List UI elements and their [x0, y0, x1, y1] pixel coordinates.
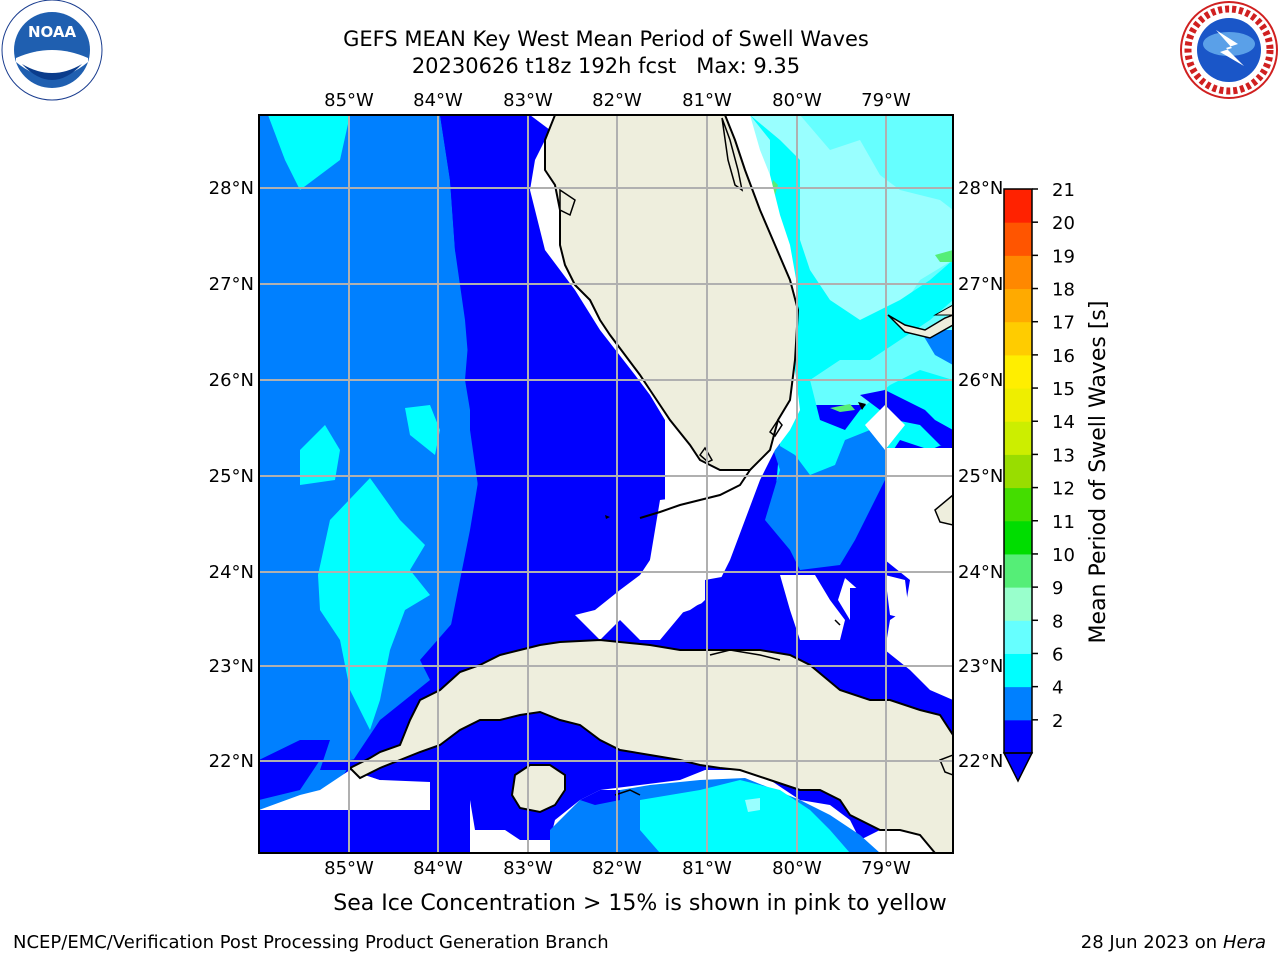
svg-text:79°W: 79°W — [861, 90, 911, 111]
colorbar-frame — [1003, 188, 1033, 754]
colorbar-segment — [1004, 487, 1032, 522]
svg-text:83°W: 83°W — [503, 858, 553, 879]
svg-text:24°N: 24°N — [958, 562, 1003, 583]
colorbar-segment — [1004, 686, 1032, 721]
lat-labels-right: 28°N 27°N 26°N 25°N 24°N 23°N 22°N — [958, 178, 1003, 772]
footer-credit: NCEP/EMC/Verification Post Processing Pr… — [13, 932, 609, 953]
colorbar-tick-label: 9 — [1052, 578, 1063, 599]
svg-text:26°N: 26°N — [209, 370, 254, 391]
svg-text:22°N: 22°N — [209, 751, 254, 772]
colorbar-segment — [1004, 288, 1032, 323]
svg-text:80°W: 80°W — [772, 858, 822, 879]
colorbar-tick-label: 15 — [1052, 379, 1075, 400]
svg-text:85°W: 85°W — [324, 858, 374, 879]
colorbar-segment — [1004, 321, 1032, 356]
svg-text:80°W: 80°W — [772, 90, 822, 111]
colorbar-tick-label: 16 — [1052, 346, 1075, 367]
colorbar-extend-triangle — [1002, 752, 1034, 783]
svg-text:25°N: 25°N — [209, 466, 254, 487]
colorbar-segment — [1004, 421, 1032, 455]
colorbar-segment — [1004, 255, 1032, 290]
svg-text:28°N: 28°N — [958, 178, 1003, 199]
colorbar-tick-label: 4 — [1052, 678, 1063, 699]
colorbar-segment — [1004, 354, 1032, 389]
colorbar-segment — [1004, 653, 1032, 688]
svg-text:85°W: 85°W — [324, 90, 374, 111]
colorbar-tick-label: 20 — [1052, 213, 1075, 234]
svg-text:84°W: 84°W — [413, 90, 463, 111]
colorbar-segment — [1004, 520, 1032, 555]
colorbar-tick-label: 17 — [1052, 313, 1075, 334]
colorbar-tick-label: 6 — [1052, 644, 1063, 665]
svg-text:27°N: 27°N — [958, 274, 1003, 295]
svg-text:26°N: 26°N — [958, 370, 1003, 391]
colorbar: 21 20 19 18 17 16 15 14 13 12 11 10 9 8 6 4 2 — [1002, 180, 1075, 783]
colorbar-tick-label: 12 — [1052, 479, 1075, 500]
colorbar-segment — [1004, 587, 1032, 621]
colorbar-segment — [1004, 388, 1032, 422]
lat-labels-left: 28°N 27°N 26°N 25°N 24°N 23°N 22°N — [209, 178, 254, 772]
chart-title: GEFS MEAN Key West Mean Period of Swell … — [343, 27, 869, 51]
svg-text:82°W: 82°W — [592, 858, 642, 879]
colorbar-tick-label: 21 — [1052, 180, 1075, 201]
svg-text:27°N: 27°N — [209, 274, 254, 295]
colorbar-tick-label: 14 — [1052, 412, 1075, 433]
colorbar-label: Mean Period of Swell Waves [s] — [1086, 301, 1111, 644]
svg-text:22°N: 22°N — [958, 751, 1003, 772]
swell-4-6-west — [259, 115, 480, 810]
footer-machine: Hera — [1222, 932, 1266, 953]
colorbar-tick-label: 18 — [1052, 280, 1075, 301]
colorbar-tick-label: 11 — [1052, 512, 1075, 533]
nws-logo — [1180, 1, 1278, 99]
colorbar-tick-label: 10 — [1052, 545, 1075, 566]
svg-text:83°W: 83°W — [503, 90, 553, 111]
colorbar-segment — [1004, 620, 1032, 654]
svg-text:81°W: 81°W — [682, 90, 732, 111]
map-frame — [258, 114, 954, 854]
sea-ice-note: Sea Ice Concentration > 15% is shown in … — [333, 891, 947, 916]
svg-text:24°N: 24°N — [209, 562, 254, 583]
footer-date-text: 28 Jun 2023 on — [1080, 932, 1218, 953]
colorbar-segment — [1004, 719, 1032, 754]
graticule — [259, 115, 953, 853]
svg-text:23°N: 23°N — [958, 656, 1003, 677]
svg-text:81°W: 81°W — [682, 858, 732, 879]
svg-text:25°N: 25°N — [958, 466, 1003, 487]
lon-labels-bottom: 85°W 84°W 83°W 82°W 81°W 80°W 79°W — [324, 858, 911, 879]
colorbar-tick-label: 8 — [1052, 611, 1063, 632]
florida-landmass — [544, 115, 800, 471]
svg-text:79°W: 79°W — [861, 858, 911, 879]
florida-keys — [639, 469, 751, 519]
colorbar-segment — [1004, 454, 1032, 489]
lon-labels-top: 85°W 84°W 83°W 82°W 81°W 80°W 79°W — [324, 90, 911, 111]
colorbar-tick-label: 19 — [1052, 246, 1075, 267]
colorbar-segment — [1004, 222, 1032, 256]
noaa-logo-text: NOAA — [28, 23, 77, 41]
cuba-landmass — [348, 638, 953, 853]
isla-juventud — [510, 764, 566, 814]
footer-date: 28 Jun 2023 on Hera — [1081, 932, 1266, 953]
noaa-logo: NOAA — [1, 0, 103, 101]
chart-subtitle: 20230626 t18z 192h fcst Max: 9.35 — [411, 54, 801, 78]
svg-text:23°N: 23°N — [209, 656, 254, 677]
map-area — [259, 115, 953, 853]
svg-text:84°W: 84°W — [413, 858, 463, 879]
svg-text:28°N: 28°N — [209, 178, 254, 199]
svg-text:82°W: 82°W — [592, 90, 642, 111]
colorbar-segment — [1004, 189, 1032, 223]
swell-6-8-patch-nw — [268, 115, 350, 190]
colorbar-tick-label: 13 — [1052, 445, 1075, 466]
colorbar-segment — [1004, 553, 1032, 588]
swell-6-8-east — [750, 115, 953, 545]
colorbar-tick-label: 2 — [1052, 711, 1063, 732]
